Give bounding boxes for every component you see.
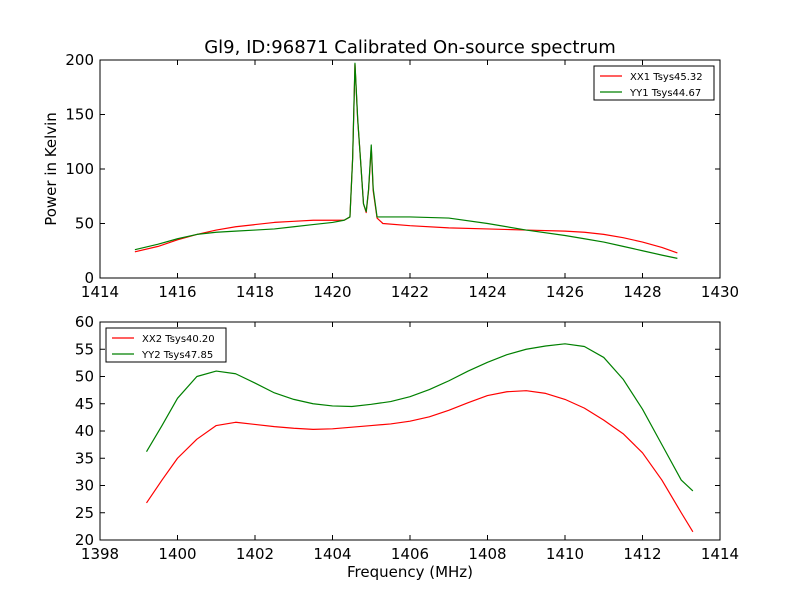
bottom-y-tick-label: 25 (75, 504, 94, 522)
top-y-tick-label: 200 (65, 51, 94, 69)
bottom-legend-label-2: YY2 Tsys47.85 (141, 350, 213, 361)
bottom-x-tick-label: 1410 (546, 545, 584, 563)
bottom-series-group (145, 343, 694, 533)
top-legend-label-2: YY1 Tsys44.67 (629, 88, 701, 99)
top-x-tick-label: 1424 (468, 283, 506, 301)
top-tick-group: 1414 1416 1418 1420 1422 1424 1426 1428 1430 0 50 1… (65, 51, 739, 301)
top-x-tick-label: 1420 (313, 283, 351, 301)
top-y-tick-label: 100 (65, 160, 94, 178)
bottom-legend: XX2 Tsys40.20 YY2 Tsys47.85 (105, 327, 227, 363)
top-x-tick-label: 1430 (701, 283, 739, 301)
top-legend-box (593, 65, 715, 101)
bottom-panel: 1398 1400 1402 1404 1406 1408 1410 1412 1414 20 25… (75, 313, 739, 581)
bottom-legend-box (105, 327, 227, 363)
bottom-y-tick-label: 20 (75, 531, 94, 549)
bottom-x-tick-label: 1408 (468, 545, 506, 563)
bottom-series-line-2 (145, 343, 694, 492)
bottom-x-tick-label: 1400 (158, 545, 196, 563)
bottom-axes-frame (99, 321, 721, 541)
top-x-tick-label: 1418 (236, 283, 274, 301)
bottom-x-axis-label: Frequency (MHz) (347, 563, 473, 581)
top-x-tick-label: 1422 (391, 283, 429, 301)
top-y-tick-label: 0 (84, 269, 94, 287)
top-y-tick-label: 50 (75, 215, 94, 233)
top-axes-frame (99, 59, 721, 279)
bottom-x-tick-label: 1406 (391, 545, 429, 563)
top-x-tick-label: 1426 (546, 283, 584, 301)
bottom-y-tick-label: 55 (75, 340, 94, 358)
top-series-line-2 (134, 62, 678, 259)
top-x-tick-label: 1414 (81, 283, 119, 301)
top-y-axis-label: Power in Kelvin (42, 112, 60, 226)
bottom-x-tick-label: 1404 (313, 545, 351, 563)
bottom-legend-label-1: XX2 Tsys40.20 (142, 334, 215, 345)
bottom-x-tick-label: 1398 (81, 545, 119, 563)
top-panel: 1414 1416 1418 1420 1422 1424 1426 1428 1430 0 50 1… (42, 51, 739, 301)
bottom-y-tick-label: 35 (75, 449, 94, 467)
bottom-y-tick-label: 40 (75, 422, 94, 440)
chart-title: Gl9, ID:96871 Calibrated On-source spect… (204, 37, 616, 58)
bottom-y-tick-label: 45 (75, 395, 94, 413)
bottom-x-tick-label: 1412 (623, 545, 661, 563)
top-legend: XX1 Tsys45.32 YY1 Tsys44.67 (593, 65, 715, 101)
top-x-tick-label: 1416 (158, 283, 196, 301)
top-series-group (134, 62, 678, 259)
bottom-y-tick-label: 50 (75, 368, 94, 386)
top-y-tick-label: 150 (65, 106, 94, 124)
bottom-series-line-1 (146, 390, 694, 533)
bottom-x-tick-label: 1402 (236, 545, 274, 563)
bottom-x-tick-label: 1414 (701, 545, 739, 563)
bottom-y-tick-label: 60 (75, 313, 94, 331)
top-legend-label-1: XX1 Tsys45.32 (630, 72, 703, 83)
bottom-y-tick-label: 30 (75, 477, 94, 495)
top-x-tick-label: 1428 (623, 283, 661, 301)
bottom-tick-group: 1398 1400 1402 1404 1406 1408 1410 1412 1414 20 25… (75, 313, 739, 563)
